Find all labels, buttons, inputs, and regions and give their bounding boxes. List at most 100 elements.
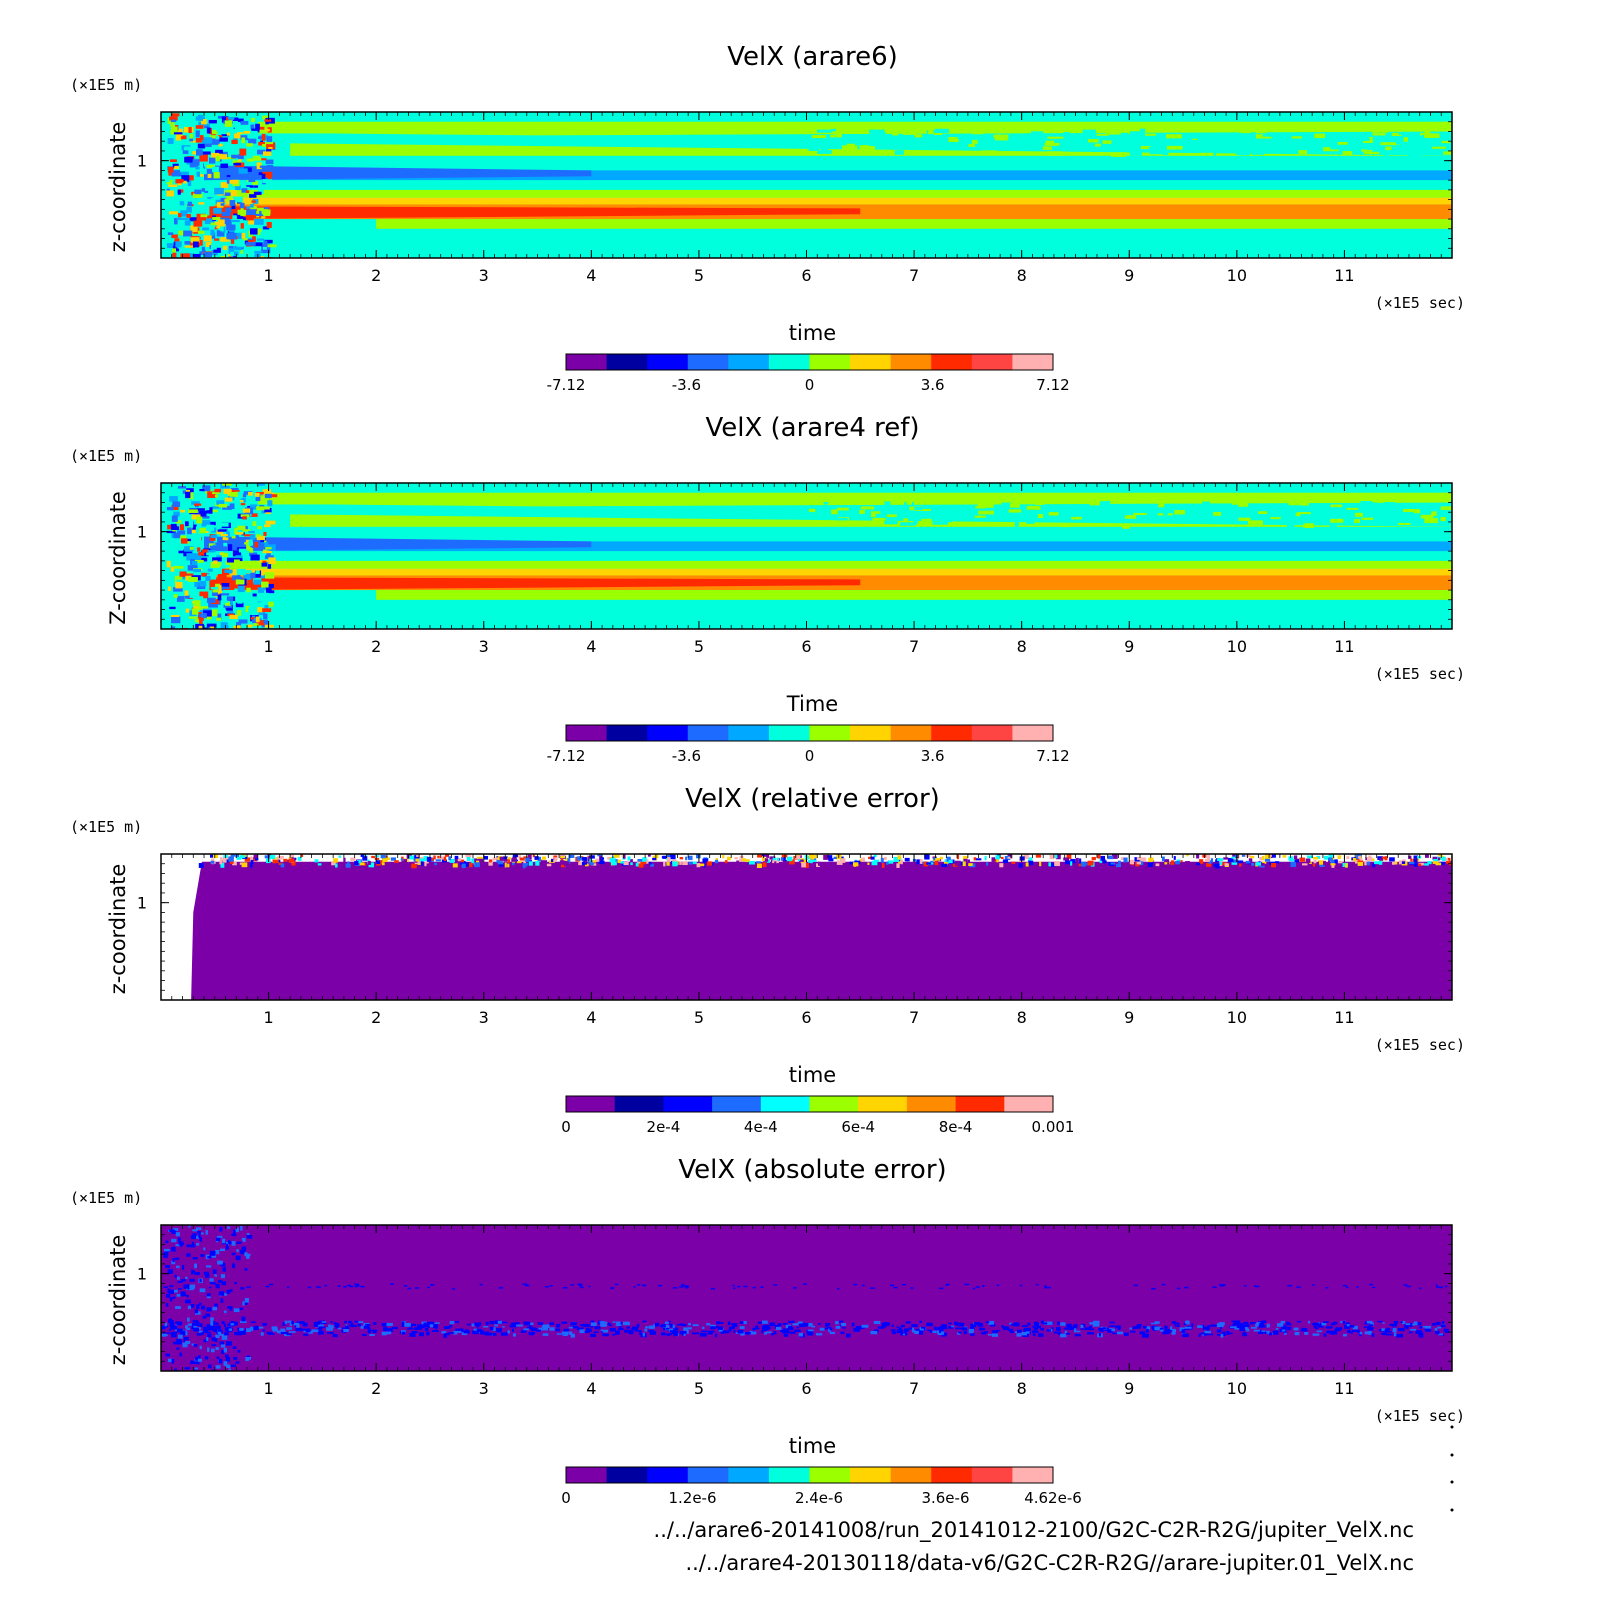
speckle-cell	[1134, 518, 1141, 524]
turbulence-cell	[195, 526, 200, 533]
error-speckle	[1440, 861, 1445, 866]
error-speckle	[948, 1322, 952, 1325]
speckle-cell	[1413, 509, 1421, 514]
error-speckle	[205, 1313, 211, 1317]
error-speckle	[1406, 1285, 1411, 1288]
error-speckle	[680, 1323, 684, 1326]
error-speckle	[243, 1330, 246, 1335]
x-axis-unit: (×1E5 sec)	[1375, 665, 1465, 683]
error-speckle	[433, 855, 436, 860]
error-speckle	[1011, 861, 1016, 864]
error-speckle	[996, 1284, 1000, 1286]
turbulence-cell	[206, 164, 215, 168]
error-speckle	[905, 857, 910, 862]
error-speckle	[228, 1328, 233, 1331]
error-speckle	[1073, 1328, 1077, 1333]
jet-band	[209, 577, 861, 591]
colorbar-tick-label: 2.4e-6	[795, 1489, 843, 1507]
colorbar-swatch	[566, 1467, 608, 1483]
error-speckle	[941, 1333, 946, 1337]
error-speckle	[828, 858, 834, 862]
turbulence-cell	[226, 144, 234, 151]
turbulence-cell	[261, 133, 266, 141]
speckle-cell	[1380, 142, 1396, 146]
velocity-band	[204, 170, 1452, 181]
error-speckle	[579, 1327, 584, 1331]
speckle-cell	[1160, 519, 1174, 522]
error-speckle	[1207, 854, 1210, 860]
turbulence-cell	[181, 538, 188, 544]
error-speckle	[556, 1323, 561, 1328]
error-speckle	[615, 1330, 620, 1335]
turbulence-cell	[246, 587, 251, 593]
error-speckle	[1172, 1328, 1176, 1333]
colorbar-swatch	[728, 725, 770, 741]
error-speckle	[1308, 861, 1312, 865]
turbulence-cell	[208, 157, 216, 164]
error-speckle	[1224, 863, 1229, 866]
speckle-cell	[878, 519, 883, 524]
speckle-cell	[1247, 520, 1263, 525]
turbulence-cell	[199, 610, 204, 615]
error-speckle	[380, 854, 386, 859]
error-speckle	[798, 859, 804, 862]
speckle-cell	[921, 518, 932, 522]
error-speckle	[190, 1304, 195, 1308]
turbulence-cell	[239, 202, 245, 209]
error-speckle	[1264, 857, 1271, 862]
turbulence-cell	[195, 197, 204, 202]
error-speckle	[773, 1284, 778, 1286]
error-speckle	[434, 862, 438, 866]
colorbar-frame	[565, 1466, 1054, 1484]
turbulence-cell	[228, 248, 234, 254]
error-speckle	[367, 861, 371, 865]
error-speckle	[727, 856, 731, 861]
speckle-cell	[869, 129, 885, 134]
error-speckle	[1255, 862, 1261, 866]
error-speckle	[199, 1323, 203, 1328]
error-speckle	[1345, 1322, 1350, 1326]
panel-title: VelX (absolute error)	[678, 1155, 946, 1185]
error-speckle	[1028, 857, 1033, 861]
error-speckle	[431, 1330, 439, 1333]
error-speckle	[946, 856, 951, 862]
turbulence-cell	[191, 499, 200, 505]
speckle-cell	[811, 135, 826, 139]
error-speckle	[968, 1328, 975, 1333]
error-speckle	[938, 1287, 944, 1290]
error-speckle	[710, 1324, 716, 1328]
error-speckle	[1312, 1333, 1320, 1336]
x-tick-label: 8	[1017, 637, 1027, 656]
error-speckle	[958, 1331, 962, 1334]
turbulence-cell	[257, 552, 267, 555]
error-speckle	[898, 1327, 902, 1330]
turbulence-cell	[261, 623, 267, 628]
error-speckle	[201, 1232, 204, 1235]
error-speckle	[1442, 1321, 1445, 1325]
turbulence-cell	[268, 175, 272, 181]
turbulence-cell	[167, 586, 171, 591]
turbulence-cell	[235, 555, 243, 558]
turbulence-cell	[194, 619, 201, 623]
error-speckle	[584, 863, 589, 867]
error-speckle	[586, 1327, 590, 1331]
error-speckle	[529, 1322, 534, 1326]
speckle-cell	[886, 514, 897, 518]
turbulence-cell	[230, 190, 237, 197]
error-speckle	[884, 1322, 890, 1326]
error-speckle	[443, 856, 447, 862]
x-tick-label: 1	[263, 266, 273, 285]
speckle-cell	[1105, 129, 1121, 135]
error-speckle	[996, 1329, 1001, 1332]
speckle-cell	[1438, 150, 1444, 155]
turbulence-cell	[225, 207, 232, 213]
error-speckle	[653, 1324, 656, 1327]
error-speckle	[284, 1320, 288, 1324]
turbulence-cell	[266, 149, 272, 153]
speckle-cell	[817, 149, 832, 154]
error-speckle	[991, 1333, 998, 1337]
error-speckle	[1241, 854, 1245, 857]
speckle-cell	[1231, 516, 1237, 520]
error-speckle	[482, 1331, 490, 1335]
error-speckle	[458, 859, 465, 863]
